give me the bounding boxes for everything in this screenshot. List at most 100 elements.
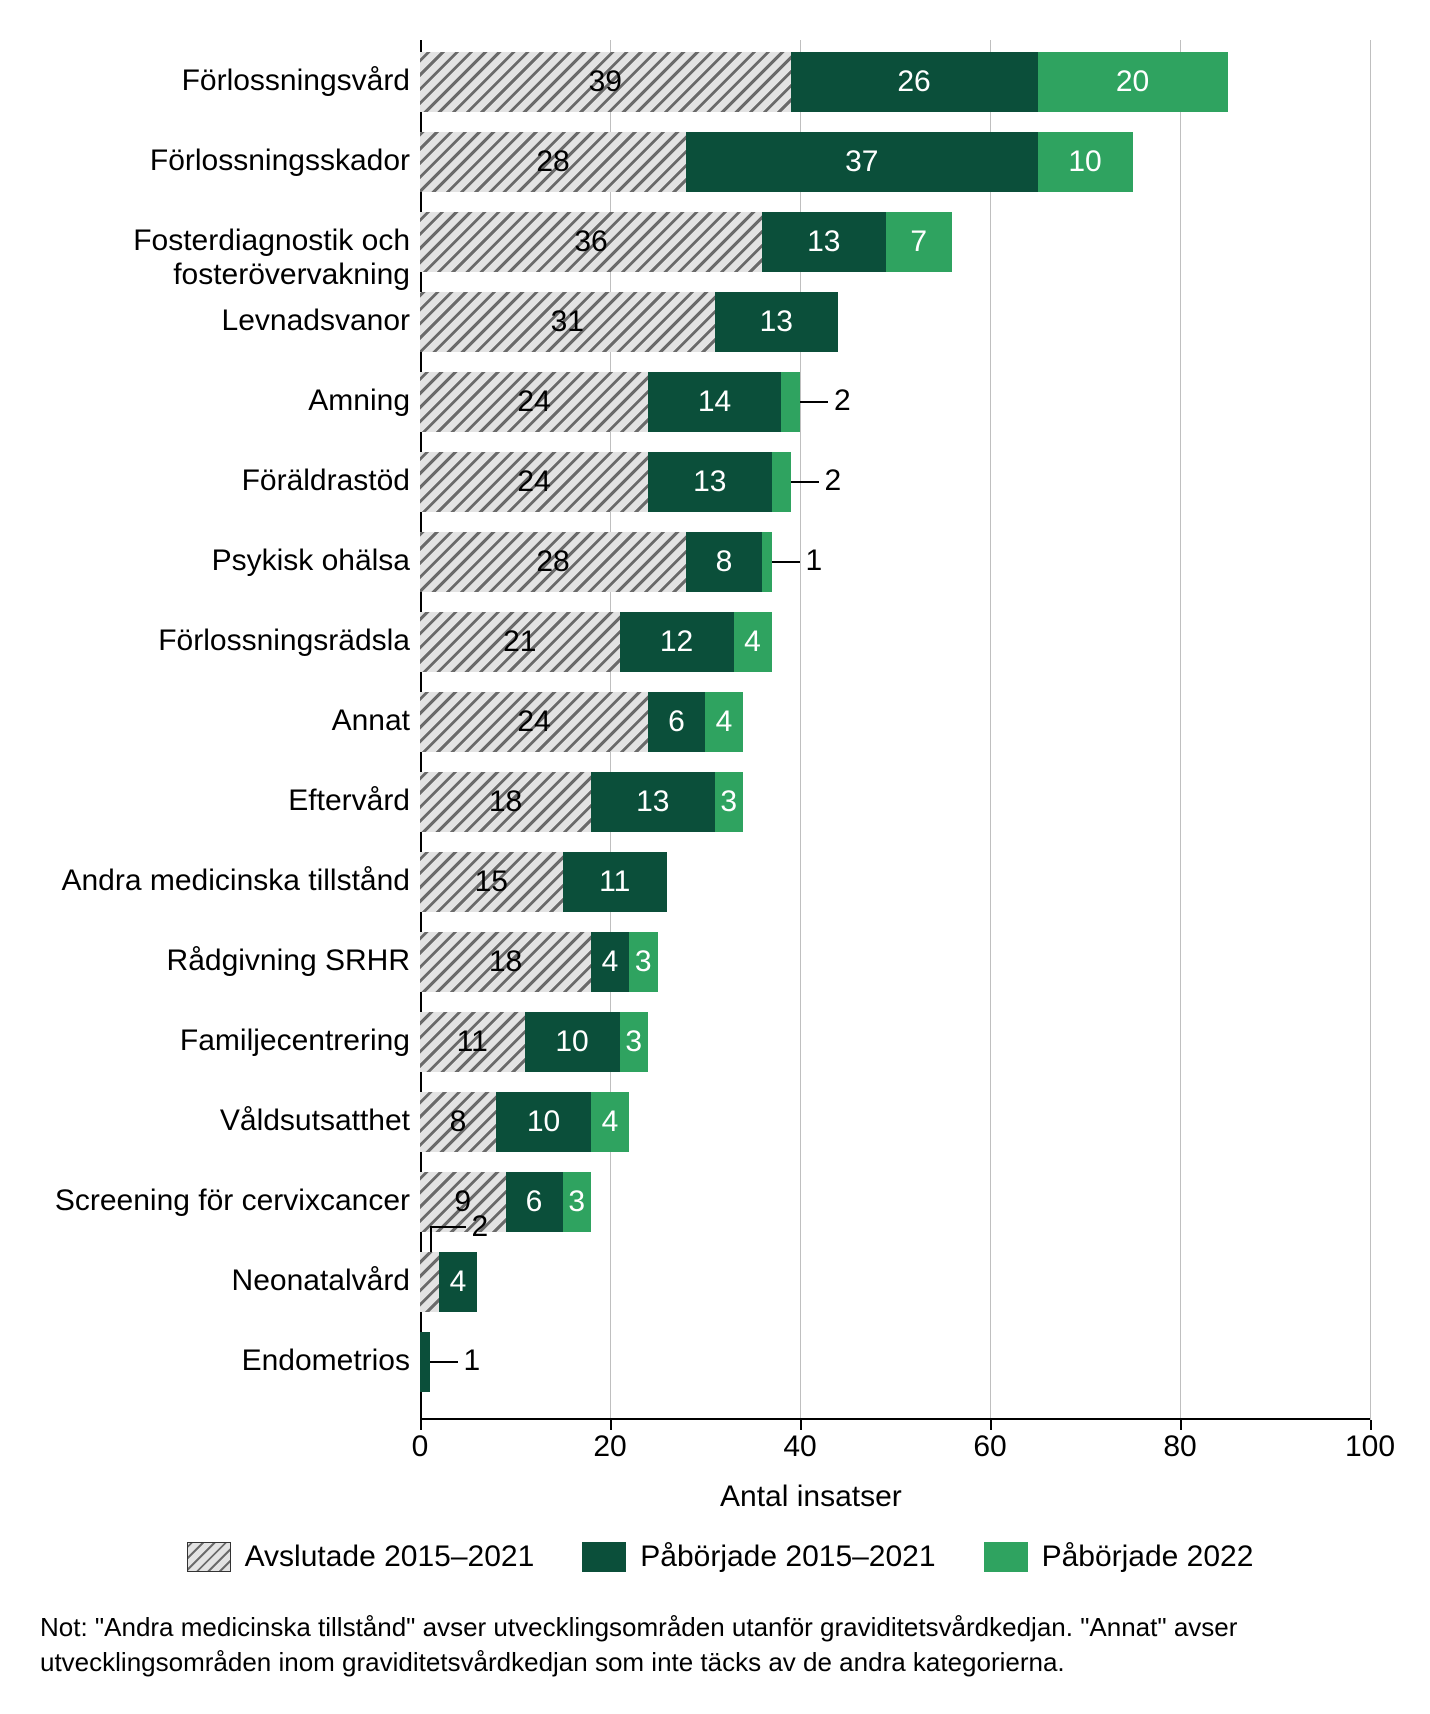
chart-footnote: Not: "Andra medicinska tillstånd" avser … — [40, 1610, 1390, 1680]
legend-swatch-light — [984, 1542, 1028, 1572]
bar-row: 3113 — [420, 292, 1370, 352]
category-label: Levnadsvanor — [10, 304, 410, 338]
category-label: Andra medicinska tillstånd — [10, 864, 410, 898]
gridline — [1370, 40, 1371, 1420]
category-label: Screening för cervixcancer — [10, 1184, 410, 1218]
bar-segment-avslutade_2015_2021: 18 — [420, 932, 591, 992]
bar-row: 2414 — [420, 372, 1370, 432]
bar-value-label: 4 — [705, 705, 743, 739]
bar-segment-paborjade_2015_2021 — [420, 1332, 430, 1392]
category-label: Eftervård — [10, 784, 410, 818]
bar-row: 4 — [420, 1252, 1370, 1312]
bar-value-label: 15 — [420, 865, 563, 899]
bar-value-label: 24 — [420, 385, 648, 419]
legend-item-avslutade: Avslutade 2015–2021 — [187, 1540, 535, 1574]
legend-label: Påbörjade 2022 — [1042, 1540, 1254, 1574]
bar-row: 11103 — [420, 1012, 1370, 1072]
bar-segment-paborjade_2022: 4 — [591, 1092, 629, 1152]
legend-label: Påbörjade 2015–2021 — [640, 1540, 935, 1574]
category-label: Våldsutsatthet — [10, 1104, 410, 1138]
bar-value-callout: 2 — [825, 464, 842, 498]
bar-segment-paborjade_2015_2021: 6 — [506, 1172, 563, 1232]
bar-segment-avslutade_2015_2021: 24 — [420, 372, 648, 432]
bar-value-label: 6 — [506, 1185, 563, 1219]
bar-value-callout: 1 — [806, 544, 823, 578]
bar-row: 1511 — [420, 852, 1370, 912]
bar-value-label: 10 — [496, 1105, 591, 1139]
bar-row: 21124 — [420, 612, 1370, 672]
bar-segment-avslutade_2015_2021 — [420, 1252, 439, 1312]
bar-segment-paborjade_2015_2021: 26 — [791, 52, 1038, 112]
category-label: Förlossningsskador — [10, 144, 410, 178]
x-tick-label: 20 — [593, 1430, 626, 1464]
bar-value-label: 26 — [791, 65, 1038, 99]
category-label: Föräldrastöd — [10, 464, 410, 498]
stacked-bar-chart: 3926202837103613731132414224132288121124… — [0, 0, 1430, 1714]
bar-row — [420, 1332, 1370, 1392]
x-axis-line — [420, 1418, 1370, 1420]
category-label: Familjecentrering — [10, 1024, 410, 1058]
bar-segment-avslutade_2015_2021: 11 — [420, 1012, 525, 1072]
bar-segment-avslutade_2015_2021: 36 — [420, 212, 762, 272]
bar-value-label: 24 — [420, 465, 648, 499]
bar-value-label: 8 — [420, 1105, 496, 1139]
category-label: Neonatalvård — [10, 1264, 410, 1298]
bar-segment-paborjade_2022: 10 — [1038, 132, 1133, 192]
category-label: Fosterdiagnostik och fosterövervakning — [10, 224, 410, 292]
x-tick-mark — [420, 1420, 422, 1430]
bar-value-label: 21 — [420, 625, 620, 659]
bar-row: 283710 — [420, 132, 1370, 192]
bar-row: 8104 — [420, 1092, 1370, 1152]
bar-segment-paborjade_2022: 4 — [734, 612, 772, 672]
bar-value-label: 10 — [1038, 145, 1133, 179]
bar-segment-paborjade_2015_2021: 13 — [715, 292, 839, 352]
bar-value-label: 28 — [420, 145, 686, 179]
category-label: Endometrios — [10, 1344, 410, 1378]
bar-segment-avslutade_2015_2021: 39 — [420, 52, 791, 112]
x-tick-label: 100 — [1345, 1430, 1395, 1464]
bar-segment-paborjade_2022: 3 — [715, 772, 744, 832]
bar-segment-paborjade_2015_2021: 13 — [762, 212, 886, 272]
bar-segment-paborjade_2022 — [781, 372, 800, 432]
bar-value-label: 4 — [591, 1105, 629, 1139]
category-label: Annat — [10, 704, 410, 738]
bar-segment-avslutade_2015_2021: 31 — [420, 292, 715, 352]
bar-segment-paborjade_2015_2021: 11 — [563, 852, 668, 912]
legend: Avslutade 2015–2021 Påbörjade 2015–2021 … — [60, 1540, 1380, 1574]
bar-segment-paborjade_2015_2021: 6 — [648, 692, 705, 752]
bar-segment-paborjade_2022: 7 — [886, 212, 953, 272]
bar-value-label: 31 — [420, 305, 715, 339]
bar-segment-paborjade_2022: 20 — [1038, 52, 1228, 112]
bar-value-label: 18 — [420, 785, 591, 819]
bar-value-label: 7 — [886, 225, 953, 259]
x-tick-mark — [1370, 1420, 1372, 1430]
bar-segment-paborjade_2022: 3 — [620, 1012, 649, 1072]
plot-area: 3926202837103613731132414224132288121124… — [420, 40, 1370, 1420]
bar-segment-avslutade_2015_2021: 24 — [420, 452, 648, 512]
x-tick-label: 60 — [973, 1430, 1006, 1464]
legend-item-paborjade-2015-2021: Påbörjade 2015–2021 — [582, 1540, 935, 1574]
bar-segment-paborjade_2022 — [762, 532, 772, 592]
bar-row: 392620 — [420, 52, 1370, 112]
x-tick-label: 80 — [1163, 1430, 1196, 1464]
bar-value-label: 11 — [420, 1025, 525, 1059]
bar-value-label: 13 — [762, 225, 886, 259]
bar-segment-paborjade_2015_2021: 10 — [496, 1092, 591, 1152]
bar-value-label: 13 — [591, 785, 715, 819]
bar-segment-avslutade_2015_2021: 15 — [420, 852, 563, 912]
bar-value-label: 4 — [591, 945, 629, 979]
bar-row: 2413 — [420, 452, 1370, 512]
bar-value-label: 8 — [686, 545, 762, 579]
bar-value-label: 13 — [715, 305, 839, 339]
bar-value-label: 3 — [563, 1185, 592, 1219]
bar-segment-paborjade_2022: 3 — [563, 1172, 592, 1232]
bar-value-label: 28 — [420, 545, 686, 579]
category-label: Rådgivning SRHR — [10, 944, 410, 978]
bar-value-label: 14 — [648, 385, 781, 419]
bar-segment-paborjade_2015_2021: 8 — [686, 532, 762, 592]
bar-segment-avslutade_2015_2021: 9 — [420, 1172, 506, 1232]
x-axis-title: Antal insatser — [720, 1480, 902, 1514]
category-label: Amning — [10, 384, 410, 418]
bar-value-label: 10 — [525, 1025, 620, 1059]
bar-row: 36137 — [420, 212, 1370, 272]
